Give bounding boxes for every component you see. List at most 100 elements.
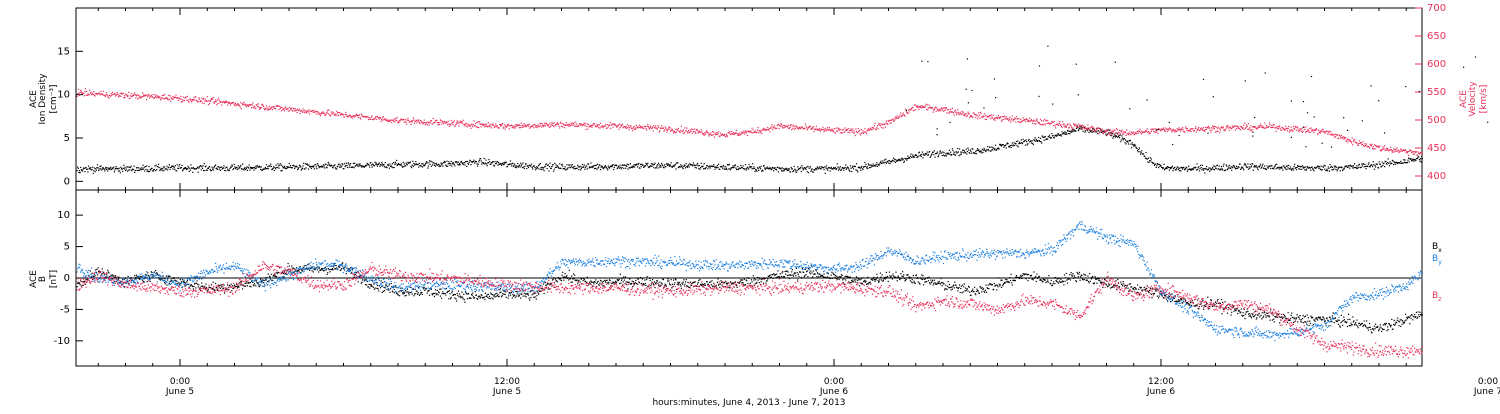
data-point [142, 165, 143, 166]
data-point [877, 166, 878, 167]
data-point [978, 112, 979, 113]
data-point [117, 168, 118, 169]
data-point [265, 168, 266, 169]
data-point [1083, 131, 1084, 132]
data-point [253, 167, 254, 168]
data-point [360, 163, 361, 164]
data-point [688, 130, 689, 131]
data-point [1327, 131, 1328, 132]
data-point [148, 171, 149, 172]
data-point [1027, 119, 1028, 120]
data-point [1385, 150, 1386, 151]
data-point [1297, 167, 1298, 168]
data-point [288, 167, 289, 168]
data-point [172, 168, 173, 169]
data-point [562, 123, 563, 124]
y-tick-label: 5 [64, 133, 70, 144]
data-point [1112, 130, 1113, 131]
data-point [245, 286, 246, 287]
data-point [839, 128, 840, 129]
data-point [1026, 141, 1027, 142]
data-point [590, 167, 591, 168]
data-point [790, 125, 791, 126]
data-point [1115, 132, 1116, 133]
data-point [1177, 128, 1178, 129]
data-point [807, 166, 808, 167]
data-point [319, 113, 320, 114]
data-point [577, 168, 578, 169]
data-point [1400, 161, 1401, 162]
data-point [883, 128, 884, 129]
data-point [232, 166, 233, 167]
data-point [279, 165, 280, 166]
data-point [921, 61, 922, 62]
data-point [156, 169, 157, 170]
data-point [455, 124, 456, 125]
data-point [524, 123, 525, 124]
data-point [822, 127, 823, 128]
data-point [1364, 166, 1365, 167]
data-point [169, 99, 170, 100]
data-point [1207, 127, 1208, 128]
data-point [948, 153, 949, 154]
data-point [596, 165, 597, 166]
data-point [700, 167, 701, 168]
data-point [404, 163, 405, 164]
data-point [1219, 132, 1220, 133]
data-point [1219, 128, 1220, 129]
data-point [1368, 146, 1369, 147]
data-point [895, 162, 896, 163]
data-point [1020, 143, 1021, 144]
data-point [1196, 132, 1197, 133]
data-point [89, 90, 90, 91]
data-point [845, 130, 846, 131]
data-point [857, 132, 858, 133]
data-point [1215, 132, 1216, 133]
data-point [918, 156, 919, 157]
data-point [1035, 123, 1036, 124]
data-point [252, 102, 253, 103]
data-point [1270, 168, 1271, 169]
data-point [726, 168, 727, 169]
data-point [162, 95, 163, 96]
data-point [1168, 167, 1169, 168]
data-point [632, 128, 633, 129]
data-point [477, 127, 478, 128]
data-point [982, 152, 983, 153]
data-point [181, 165, 182, 166]
data-point [436, 120, 437, 121]
data-point [1363, 163, 1364, 164]
data-point [1057, 135, 1058, 136]
data-point [123, 168, 124, 169]
data-point [1120, 135, 1121, 136]
data-point [148, 166, 149, 167]
data-point [1099, 128, 1100, 129]
data-point [639, 168, 640, 169]
data-point [1016, 116, 1017, 117]
data-point [382, 120, 383, 121]
data-point [497, 125, 498, 126]
data-point [178, 282, 179, 283]
data-point [1407, 160, 1408, 161]
data-point [412, 120, 413, 121]
data-point [577, 126, 578, 127]
data-point [419, 123, 420, 124]
data-point [788, 127, 789, 128]
data-point [948, 109, 949, 110]
data-point [1137, 131, 1138, 132]
data-point [350, 163, 351, 164]
data-point [950, 109, 951, 110]
data-point [852, 128, 853, 129]
data-point [1282, 170, 1283, 171]
data-point [111, 95, 112, 96]
data-point [541, 169, 542, 170]
data-point [325, 164, 326, 165]
data-point [261, 166, 262, 167]
data-point [620, 165, 621, 166]
data-point [104, 95, 105, 96]
data-point [816, 126, 817, 127]
data-point [1343, 117, 1344, 118]
data-point [526, 163, 527, 164]
data-point [443, 123, 444, 124]
data-point [83, 93, 84, 94]
